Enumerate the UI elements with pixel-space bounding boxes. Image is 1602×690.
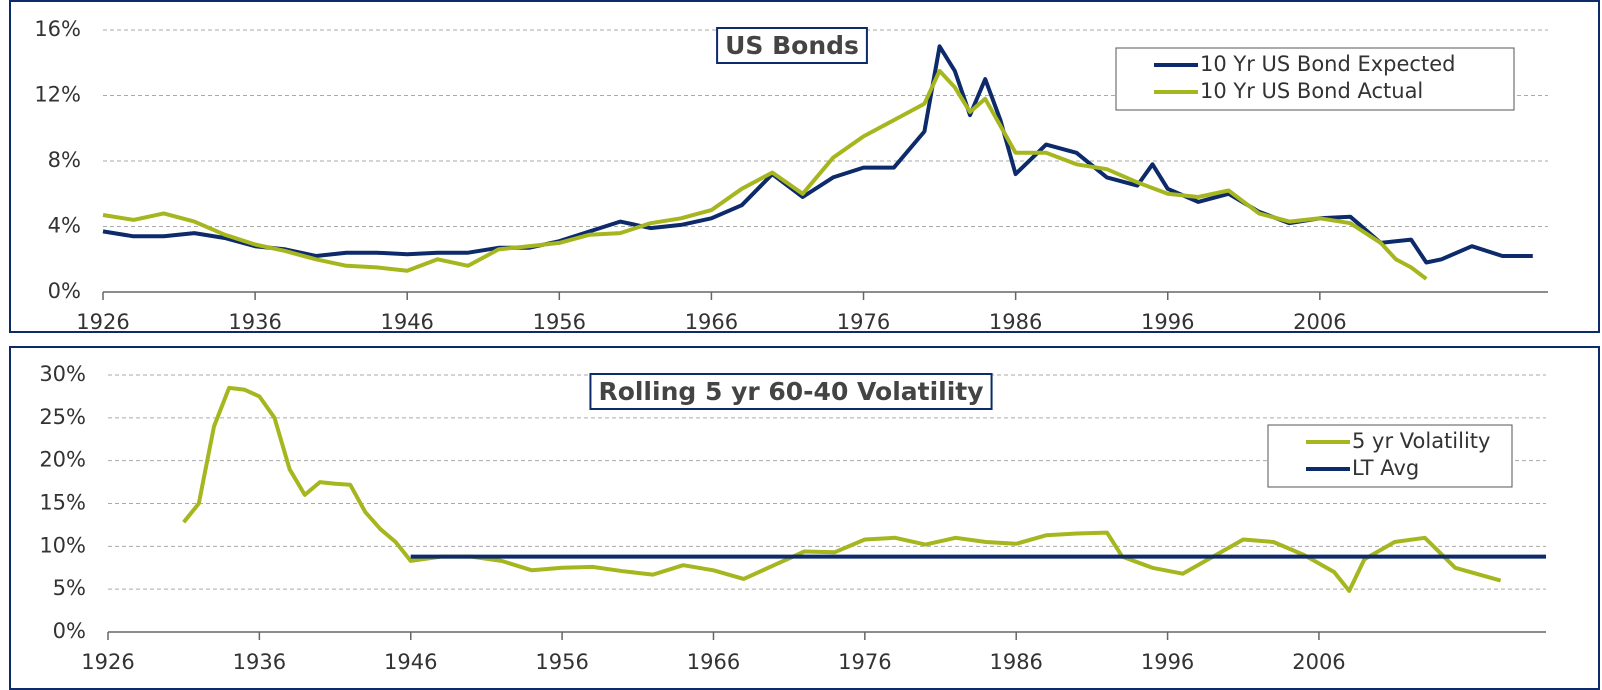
- y-tick-label: 16%: [34, 17, 81, 41]
- x-tick-label: 1966: [685, 310, 738, 334]
- line: [182, 385, 1502, 593]
- x-tick-label: 1996: [1141, 650, 1194, 674]
- x-tick-label: 2006: [1292, 650, 1345, 674]
- x-tick-label: 1946: [380, 310, 433, 334]
- title-box: [589, 373, 993, 410]
- x-tick-label: 1956: [535, 650, 588, 674]
- legend-box: [1267, 424, 1513, 488]
- x-tick-label: 1956: [533, 310, 586, 334]
- x-tick-label: 1976: [838, 650, 891, 674]
- line: [102, 68, 1428, 281]
- y-tick-label: 0%: [53, 619, 86, 643]
- y-tick-label: 30%: [39, 362, 86, 386]
- x-tick-label: 1926: [76, 310, 129, 334]
- x-tick-label: 1926: [81, 650, 134, 674]
- legend-label: LT Avg: [1352, 456, 1419, 480]
- y-tick-label: 10%: [39, 533, 86, 557]
- y-tick-label: 25%: [39, 405, 86, 429]
- y-tick-label: 15%: [39, 491, 86, 515]
- y-tick-label: 20%: [39, 448, 86, 472]
- x-tick-label: 2006: [1293, 310, 1346, 334]
- legend-box: [1115, 47, 1515, 111]
- x-tick-label: 1936: [233, 650, 286, 674]
- y-tick-label: 5%: [53, 576, 86, 600]
- x-tick-label: 1986: [989, 650, 1042, 674]
- panel-frame: [9, 0, 1600, 333]
- x-tick-label: 1946: [384, 650, 437, 674]
- x-tick-label: 1986: [989, 310, 1042, 334]
- y-tick-label: 12%: [34, 83, 81, 107]
- legend-label: 10 Yr US Bond Actual: [1200, 79, 1423, 103]
- chart-title: Rolling 5 yr 60-40 Volatility: [598, 377, 983, 406]
- legend-label: 5 yr Volatility: [1352, 429, 1490, 453]
- x-tick-label: 1936: [228, 310, 281, 334]
- x-tick-label: 1996: [1141, 310, 1194, 334]
- x-tick-label: 1966: [687, 650, 740, 674]
- x-tick-label: 1976: [837, 310, 890, 334]
- y-tick-label: 0%: [48, 279, 81, 303]
- y-tick-label: 8%: [48, 148, 81, 172]
- y-tick-label: 4%: [48, 214, 81, 238]
- title-box: [716, 27, 868, 64]
- chart-title: US Bonds: [725, 31, 859, 60]
- legend-label: 10 Yr US Bond Expected: [1200, 52, 1455, 76]
- panel-frame: [9, 346, 1600, 690]
